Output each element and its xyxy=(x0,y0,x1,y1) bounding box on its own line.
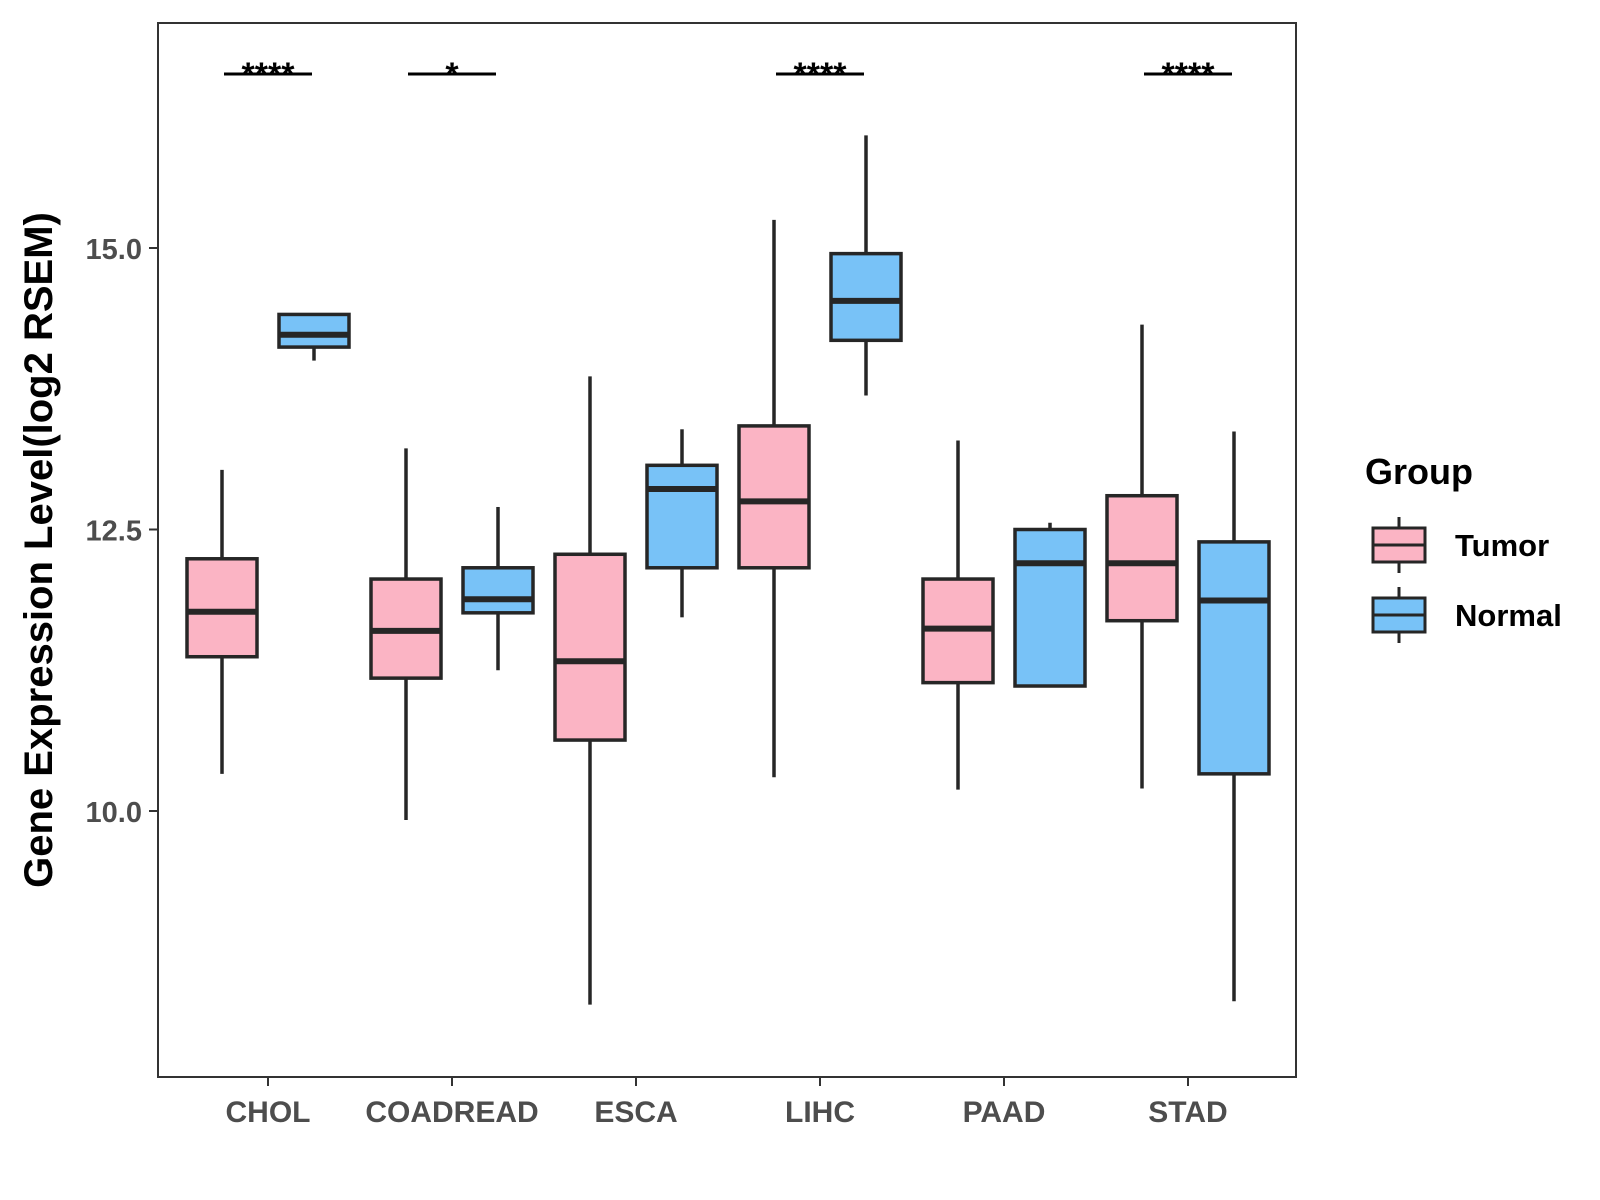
panel-border xyxy=(157,22,1297,1078)
significance-stad: **** xyxy=(1144,56,1232,94)
plot-marks: **** * **** **** xyxy=(185,56,1271,1005)
significance-label: **** xyxy=(242,56,296,94)
legend-label-tumor: Tumor xyxy=(1455,528,1549,563)
normal-box-esca xyxy=(645,429,719,618)
box-iqr xyxy=(185,557,259,659)
box-iqr xyxy=(1105,493,1179,623)
y-axis-title: Gene Expression Level(log2 RSEM) xyxy=(17,212,61,888)
y-tick-label: 10.0 xyxy=(86,797,142,829)
significance-label: **** xyxy=(1162,56,1216,94)
box-iqr xyxy=(645,463,719,570)
y-tick-label: 15.0 xyxy=(86,234,142,266)
tumor-box-paad xyxy=(921,440,995,790)
legend-key-tumor xyxy=(1371,517,1427,573)
normal-box-lihc xyxy=(829,135,903,396)
tumor-box-esca xyxy=(553,376,627,1005)
normal-box-paad xyxy=(1013,522,1087,688)
significance-label: **** xyxy=(794,56,848,94)
tumor-box-chol xyxy=(185,469,259,774)
box-iqr xyxy=(829,251,903,343)
tumor-box-coadread xyxy=(369,448,443,821)
y-tick-label: 12.5 xyxy=(86,516,142,548)
box-iqr xyxy=(1013,527,1087,688)
x-tick-label-stad: STAD xyxy=(1148,1096,1227,1129)
x-tick-label-lihc: LIHC xyxy=(785,1096,855,1129)
normal-box-stad xyxy=(1197,431,1271,1002)
x-tick-label-chol: CHOL xyxy=(226,1096,311,1129)
x-tick-label-esca: ESCA xyxy=(594,1096,677,1129)
significance-chol: **** xyxy=(224,56,312,94)
legend-title: Group xyxy=(1365,451,1473,492)
significance-lihc: **** xyxy=(776,56,864,94)
legend-label-normal: Normal xyxy=(1455,598,1562,633)
box-iqr xyxy=(461,566,535,615)
normal-box-chol xyxy=(277,312,351,361)
legend-key-normal xyxy=(1371,587,1427,643)
box-iqr xyxy=(737,424,811,570)
tumor-box-stad xyxy=(1105,324,1179,789)
significance-label: * xyxy=(445,56,459,94)
x-tick-label-coadread: COADREAD xyxy=(365,1096,538,1129)
box-iqr xyxy=(553,552,627,742)
significance-coadread: * xyxy=(408,56,496,94)
tumor-box-lihc xyxy=(737,219,811,778)
legend: Group Tumor Normal xyxy=(1365,451,1562,643)
box-iqr xyxy=(1197,540,1271,776)
normal-box-coadread xyxy=(461,506,535,671)
x-tick-label-paad: PAAD xyxy=(963,1096,1046,1129)
box-iqr xyxy=(277,312,351,349)
